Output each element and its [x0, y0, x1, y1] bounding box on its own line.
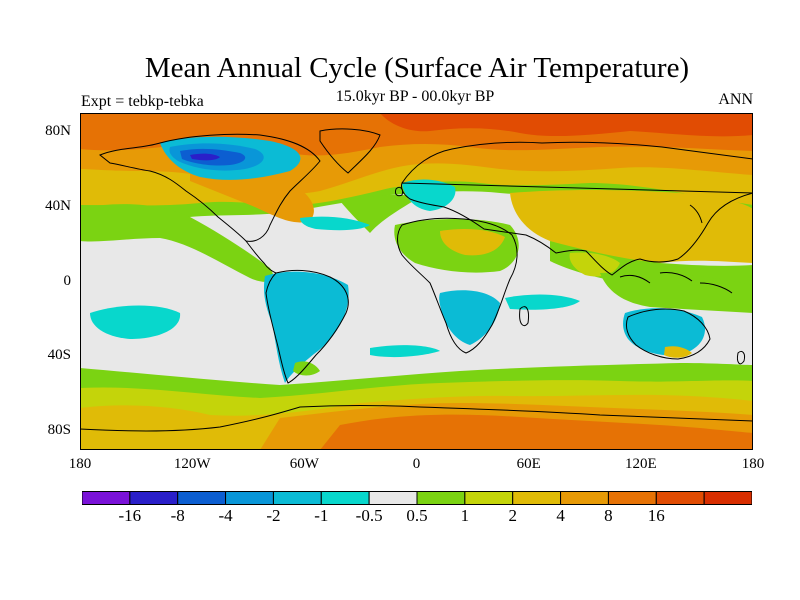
colorbar-label: 4: [556, 506, 565, 525]
coastline-africa: [397, 217, 518, 354]
colorbar-swatch: [416, 491, 466, 505]
colorbar-swatch: [464, 491, 514, 505]
coastline-antarctica: [80, 405, 753, 432]
coastline-north-america: [99, 133, 321, 242]
experiment-label: Expt = tebkp-tebka: [81, 93, 204, 110]
coastline-south-america: [265, 269, 349, 384]
field-maritime-continent-green: [600, 272, 753, 313]
colorbar: [82, 491, 752, 505]
y-tick-label: 0: [63, 272, 72, 289]
colorbar-label: 2: [508, 506, 517, 525]
field-australia-cyan: [623, 308, 706, 356]
colorbar-swatch: [272, 491, 322, 505]
colorbar-label: 8: [604, 506, 613, 525]
colorbar-swatch: [655, 491, 705, 505]
x-tick-label: 180: [68, 456, 92, 472]
field-north-america-orange: [190, 171, 314, 223]
field-sahara-gold: [440, 229, 505, 256]
field-europe-cyan: [402, 179, 456, 211]
field-atlantic-cyan: [300, 216, 370, 231]
field-pacific-green: [80, 204, 274, 282]
field-south-america-green: [293, 361, 320, 376]
colorbar-swatch: [560, 491, 609, 505]
coastline-eurasia: [401, 141, 753, 276]
y-tick-label: 80N: [45, 122, 71, 139]
colorbar-swatch: [512, 491, 562, 505]
colorbar-label: -0.5: [355, 506, 383, 525]
x-tick-label: 60E: [516, 456, 541, 472]
x-tick-label: 180: [741, 456, 765, 472]
coastline-new-zealand: [737, 350, 745, 365]
field-india-yellow: [569, 252, 620, 277]
colorbar-label: -4: [218, 506, 233, 525]
colorbar-label: 0.5: [406, 506, 428, 525]
y-tick-label: 80S: [47, 422, 71, 439]
field-arctic-red: [380, 113, 753, 137]
colorbar-swatch: [607, 491, 657, 505]
field-south-pacific-cyan: [90, 305, 181, 339]
colorbar-swatch: [225, 491, 274, 505]
colorbar-swatch: [82, 491, 131, 505]
colorbar-swatch: [129, 491, 179, 505]
field-south-atlantic-cyan: [370, 345, 440, 358]
y-tick-label: 40S: [47, 347, 71, 364]
colorbar-label: 1: [460, 506, 470, 525]
field-indian-ocean-cyan: [505, 294, 580, 310]
colorbar-swatch: [703, 491, 752, 505]
field-north-atlantic-green: [340, 194, 420, 233]
field-asia-gold: [510, 190, 753, 263]
field-south-america-cyan: [263, 271, 349, 383]
chart-subtitle: 15.0kyr BP - 00.0kyr BP: [335, 88, 495, 105]
coastline-australia: [625, 308, 711, 360]
map-frame: [80, 113, 753, 450]
colorbar-swatch: [320, 491, 370, 505]
x-tick-label: 60W: [289, 456, 319, 472]
colorbar-label: -1: [314, 506, 329, 525]
season-label: ANN: [718, 91, 753, 108]
field-antarctic-deep-orange: [320, 414, 753, 450]
coastline-greenland: [319, 128, 381, 174]
coastline-uk: [395, 186, 403, 197]
coastline-madagascar: [519, 306, 529, 327]
x-tick-label: 120W: [173, 456, 211, 472]
colorbar-label: -8: [170, 506, 185, 525]
field-southern-africa-cyan: [439, 290, 500, 345]
coastline-indonesia: [619, 272, 733, 294]
colorbar-swatch: [177, 491, 227, 505]
field-australia-gold: [664, 346, 692, 358]
coastline-japan: [689, 204, 703, 224]
field-laurentide-dark-blue: [190, 153, 220, 161]
y-tick-label: 40N: [45, 197, 71, 214]
chart-title: Mean Annual Cycle (Surface Air Temperatu…: [144, 52, 690, 84]
x-tick-label: 120E: [624, 456, 657, 472]
colorbar-label: -2: [266, 506, 281, 525]
temperature-map: [80, 113, 753, 450]
colorbar-label: -16: [118, 506, 142, 525]
coastline-central-america: [245, 240, 277, 274]
colorbar-swatch: [368, 491, 418, 505]
x-tick-label: 0: [412, 456, 421, 472]
colorbar-label: 16: [647, 506, 665, 525]
coastlines: [80, 128, 753, 432]
